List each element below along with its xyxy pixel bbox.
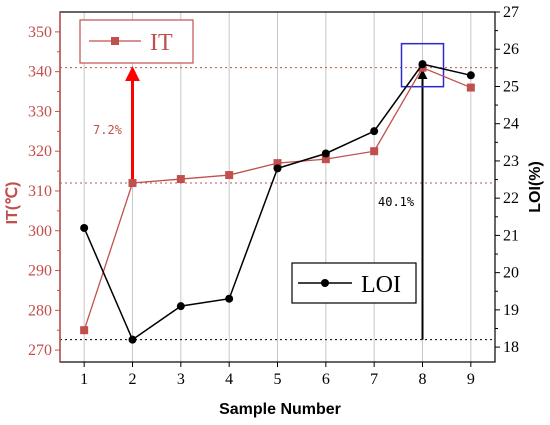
loi-point xyxy=(273,164,282,173)
it-point xyxy=(128,179,137,188)
vertical-gridlines xyxy=(83,12,472,362)
right-tick-label: 21 xyxy=(503,227,519,244)
loi-point xyxy=(128,335,137,344)
x-tick-label: 3 xyxy=(177,371,185,388)
loi-point xyxy=(80,223,89,232)
x-tick-label: 4 xyxy=(225,371,233,388)
x-tick-label: 5 xyxy=(274,371,282,388)
it-point xyxy=(176,175,185,184)
right-tick-label: 19 xyxy=(503,302,519,319)
left-axis-ticks: 270 280 290 300 310 320 330 340 350 xyxy=(28,24,60,359)
it-point xyxy=(80,326,89,335)
loi-point xyxy=(418,60,427,69)
it-point xyxy=(273,159,282,168)
left-tick-label: 300 xyxy=(28,223,52,240)
left-tick-label: 270 xyxy=(28,342,52,359)
left-tick-label: 350 xyxy=(28,24,52,41)
legend-it-marker xyxy=(111,37,119,45)
it-point xyxy=(225,171,234,180)
x-tick-label: 6 xyxy=(322,371,330,388)
left-tick-label: 330 xyxy=(28,103,52,120)
right-tick-label: 20 xyxy=(503,265,519,282)
x-tick-label: 2 xyxy=(129,371,137,388)
x-tick-label: 1 xyxy=(80,371,88,388)
left-axis-title: IT(℃) xyxy=(4,182,21,225)
right-tick-label: 18 xyxy=(503,339,519,356)
right-tick-label: 24 xyxy=(503,116,519,133)
series-it xyxy=(80,63,475,335)
left-tick-label: 320 xyxy=(28,143,52,160)
left-tick-label: 310 xyxy=(28,183,52,200)
loi-point xyxy=(225,294,234,303)
loi-point xyxy=(370,127,379,136)
left-tick-label: 340 xyxy=(28,64,52,81)
bottom-axis-ticks: 1 2 3 4 5 6 7 8 9 xyxy=(80,362,475,388)
loi-point xyxy=(176,302,185,311)
it-point xyxy=(466,83,475,92)
right-axis-ticks: 18 19 20 21 22 23 24 25 26 27 xyxy=(495,4,519,356)
it-point xyxy=(321,155,330,164)
loi-point xyxy=(466,71,475,80)
it-increase-label: 7.2% xyxy=(93,123,123,137)
x-tick-label: 8 xyxy=(419,371,427,388)
right-tick-label: 27 xyxy=(503,4,519,21)
x-axis-title: Sample Number xyxy=(219,401,341,418)
legend-it-label: IT xyxy=(150,30,173,56)
right-tick-label: 25 xyxy=(503,78,519,95)
loi-point xyxy=(321,149,330,158)
right-tick-label: 22 xyxy=(503,190,519,207)
x-tick-label: 7 xyxy=(370,371,378,388)
legend-loi-label: LOI xyxy=(361,272,401,298)
left-tick-label: 290 xyxy=(28,263,52,280)
it-point xyxy=(370,147,379,156)
right-tick-label: 23 xyxy=(503,153,519,170)
series-loi xyxy=(80,60,475,344)
x-tick-label: 9 xyxy=(467,371,475,388)
loi-increase-label: 40.1% xyxy=(378,195,415,209)
left-tick-label: 280 xyxy=(28,302,52,319)
right-axis-title: LOI(%) xyxy=(527,161,544,213)
legend-loi-marker xyxy=(321,279,329,287)
legend-loi: LOI xyxy=(291,262,417,304)
right-tick-label: 26 xyxy=(503,41,519,58)
annotations: 7.2% 40.1% xyxy=(93,42,445,340)
legend-it: IT xyxy=(79,19,194,64)
peak-highlight-box xyxy=(400,42,445,88)
